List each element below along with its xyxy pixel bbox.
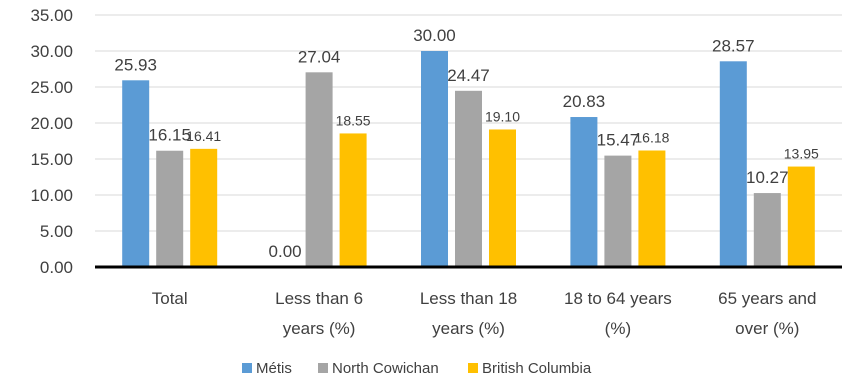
bar bbox=[604, 155, 632, 267]
y-tick-label: 15.00 bbox=[30, 150, 73, 169]
data-label: 13.95 bbox=[784, 146, 819, 162]
data-label: 30.00 bbox=[413, 26, 456, 45]
y-tick-label: 5.00 bbox=[40, 222, 73, 241]
data-label: 16.18 bbox=[634, 130, 669, 146]
bar bbox=[421, 51, 448, 267]
data-label: 19.10 bbox=[485, 108, 520, 124]
data-label: 10.27 bbox=[746, 168, 789, 187]
data-label: 20.83 bbox=[563, 92, 606, 111]
data-label: 18.55 bbox=[336, 112, 371, 128]
bar bbox=[570, 117, 598, 267]
x-tick-label: Less than 6 bbox=[275, 289, 363, 308]
legend-label: North Cowichan bbox=[332, 360, 439, 377]
bar bbox=[339, 133, 367, 267]
x-tick-label: years (%) bbox=[432, 319, 505, 338]
x-tick-label: 18 to 64 years bbox=[564, 289, 672, 308]
bar bbox=[753, 193, 781, 267]
x-tick-label: Total bbox=[152, 289, 188, 308]
bar bbox=[190, 148, 218, 267]
x-tick-label: over (%) bbox=[735, 319, 799, 338]
bar bbox=[305, 72, 333, 267]
y-tick-label: 35.00 bbox=[30, 6, 73, 25]
bar bbox=[787, 166, 815, 267]
y-tick-label: 20.00 bbox=[30, 114, 73, 133]
bar bbox=[122, 80, 150, 267]
data-label: 16.41 bbox=[186, 128, 221, 144]
data-label: 25.93 bbox=[114, 55, 157, 74]
data-label: 28.57 bbox=[712, 36, 755, 55]
data-label: 16.15 bbox=[148, 126, 191, 145]
x-tick-label: (%) bbox=[605, 319, 631, 338]
data-label: 27.04 bbox=[298, 47, 341, 66]
legend-swatch bbox=[468, 363, 478, 373]
x-tick-label: years (%) bbox=[283, 319, 356, 338]
y-tick-label: 0.00 bbox=[40, 258, 73, 277]
data-label: 24.47 bbox=[447, 66, 490, 85]
legend-label: British Columbia bbox=[482, 360, 592, 377]
bar bbox=[455, 90, 482, 267]
y-tick-label: 25.00 bbox=[30, 78, 73, 97]
bar bbox=[719, 61, 747, 267]
data-label: 0.00 bbox=[269, 242, 302, 261]
bar bbox=[489, 129, 516, 267]
y-tick-label: 10.00 bbox=[30, 186, 73, 205]
x-tick-label: 65 years and bbox=[718, 289, 816, 308]
legend-swatch bbox=[318, 363, 328, 373]
y-tick-label: 30.00 bbox=[30, 42, 73, 61]
legend-swatch bbox=[242, 363, 252, 373]
x-tick-label: Less than 18 bbox=[420, 289, 517, 308]
bar bbox=[638, 150, 666, 267]
bar bbox=[156, 150, 184, 267]
data-label: 15.47 bbox=[597, 131, 640, 150]
legend-label: Métis bbox=[256, 360, 292, 377]
